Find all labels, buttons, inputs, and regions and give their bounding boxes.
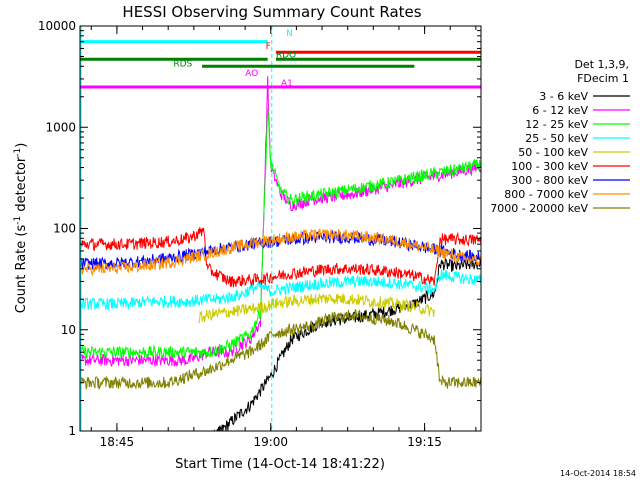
y-axis-label-main: Count Rate (s: [14, 225, 29, 314]
chart-title: HESSI Observing Summary Count Rates: [122, 3, 421, 21]
annotation-f: F: [266, 42, 271, 52]
x-tick-label-1: 18:45: [100, 435, 135, 449]
series-line-7: [80, 229, 481, 271]
y-axis-label-sup2: -1: [13, 148, 23, 157]
y-axis-label: Count Rate (s-1 detector-1): [13, 143, 29, 314]
legend-entry-3: 12 - 25 keV: [525, 118, 588, 131]
legend-entry-7: 300 - 800 keV: [511, 174, 588, 187]
y-axis-label-mid: detector: [14, 156, 29, 216]
annotation-n: N: [286, 29, 293, 39]
series-line-3: [80, 107, 481, 360]
axes: 18:45 19:00 19:15 1 10 100 1000 10000: [38, 19, 482, 449]
y-tick-label-2: 10: [61, 323, 76, 337]
plot-clip-group: [80, 26, 481, 431]
y-tick-label-1: 1: [68, 424, 76, 438]
y-axis-label-end: ): [14, 143, 29, 148]
plot-content: N F RDO RDS AO A1: [80, 26, 481, 431]
legend-entry-6: 100 - 300 keV: [511, 160, 588, 173]
legend-entry-1: 3 - 6 keV: [539, 90, 588, 103]
annotation-a1: A1: [281, 79, 293, 89]
legend-entry-8: 800 - 7000 keV: [504, 188, 588, 201]
legend-entry-4: 25 - 50 keV: [525, 132, 588, 145]
series-line-8: [80, 228, 481, 277]
y-axis-label-sup1: -1: [13, 216, 23, 225]
legend-entry-2: 6 - 12 keV: [532, 104, 588, 117]
x-tick-label-3: 19:15: [407, 435, 442, 449]
y-tick-label-3: 100: [53, 222, 76, 236]
legend-entry-9: 7000 - 20000 keV: [490, 202, 588, 215]
series-line-6: [80, 227, 481, 288]
legend-entry-5: 50 - 100 keV: [518, 146, 588, 159]
generation-timestamp: 14-Oct-2014 18:54: [560, 469, 636, 478]
series-line-1: [213, 256, 481, 431]
x-axis-label: Start Time (14-Oct-14 18:41:22): [175, 457, 385, 472]
legend-header-1: Det 1,3,9,: [574, 58, 629, 71]
annotation-ao: AO: [245, 69, 258, 79]
x-tick-label-2: 19:00: [253, 435, 288, 449]
series-line-5: [198, 292, 435, 324]
series-line-4: [80, 269, 481, 311]
legend-header-2: FDecim 1: [577, 72, 629, 85]
y-tick-label-4: 1000: [45, 120, 76, 134]
annotation-rds: RDS: [173, 59, 192, 69]
y-tick-label-5: 10000: [38, 19, 76, 33]
series-line-9: [80, 309, 481, 391]
annotation-rdo: RDO: [276, 50, 296, 60]
